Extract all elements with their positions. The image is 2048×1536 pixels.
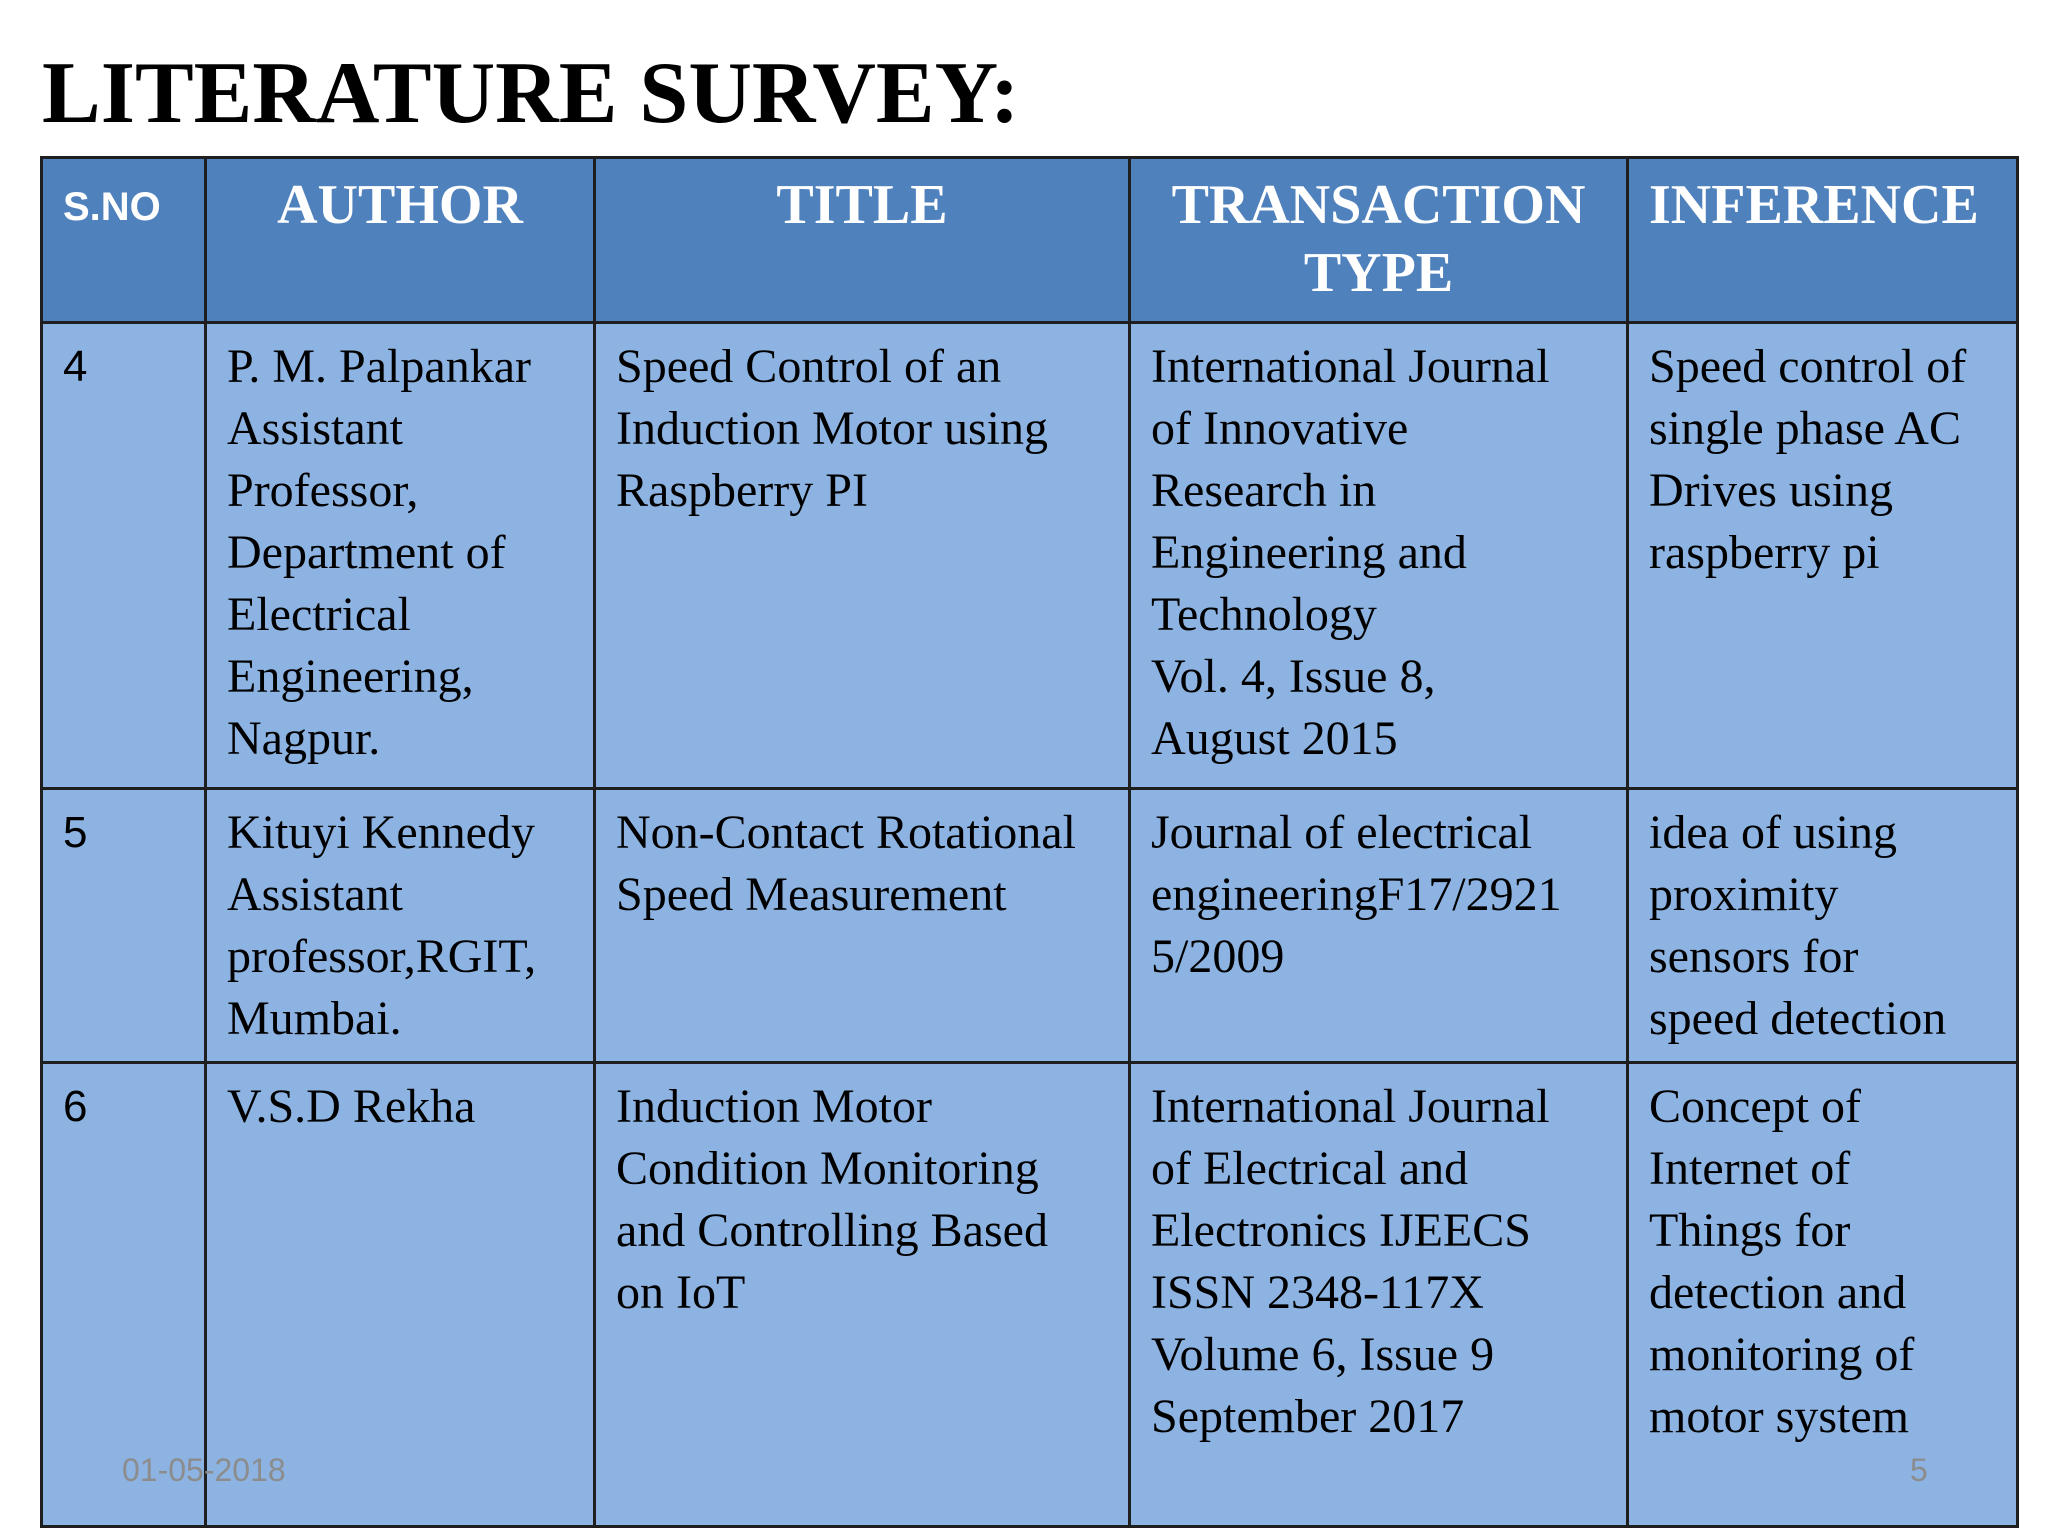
table-row: 5 Kituyi Kennedy Assistant professor,RGI… [40, 787, 2019, 1064]
slide-title: LITERATURE SURVEY: [42, 45, 1020, 142]
literature-survey-table: S.NO AUTHOR TITLE TRANSACTION TYPE INFER… [40, 156, 2019, 1528]
cell-title: Non-Contact Rotational Speed Measurement [593, 787, 1131, 1064]
footer-date: 01-05-2018 [122, 1452, 286, 1488]
header-author: AUTHOR [204, 156, 596, 324]
header-title: TITLE [593, 156, 1131, 324]
table-row: 6 V.S.D Rekha Induction Motor Condition … [40, 1061, 2019, 1528]
cell-title: Induction Motor Condition Monitoring and… [593, 1061, 1131, 1528]
table-header-row: S.NO AUTHOR TITLE TRANSACTION TYPE INFER… [40, 156, 2019, 324]
cell-author: P. M. Palpankar Assistant Professor, Dep… [204, 321, 596, 790]
table-row: 4 P. M. Palpankar Assistant Professor, D… [40, 321, 2019, 790]
cell-inference: idea of using proximity sensors for spee… [1626, 787, 2019, 1064]
header-transaction-type: TRANSACTION TYPE [1128, 156, 1629, 324]
cell-author: V.S.D Rekha [204, 1061, 596, 1528]
cell-transaction-type: International Journal of Electrical and … [1128, 1061, 1629, 1528]
cell-transaction-type: International Journal of Innovative Rese… [1128, 321, 1629, 790]
header-sno: S.NO [40, 156, 207, 324]
cell-transaction-type: Journal of electrical engineeringF17/292… [1128, 787, 1629, 1064]
header-inference: INFERENCE [1626, 156, 2019, 324]
page-number: 5 [1910, 1452, 1928, 1488]
cell-inference: Concept of Internet of Things for detect… [1626, 1061, 2019, 1528]
cell-sno: 4 [40, 321, 207, 790]
cell-sno: 6 [40, 1061, 207, 1528]
cell-title: Speed Control of an Induction Motor usin… [593, 321, 1131, 790]
cell-sno: 5 [40, 787, 207, 1064]
cell-inference: Speed control of single phase AC Drives … [1626, 321, 2019, 790]
cell-author: Kituyi Kennedy Assistant professor,RGIT,… [204, 787, 596, 1064]
